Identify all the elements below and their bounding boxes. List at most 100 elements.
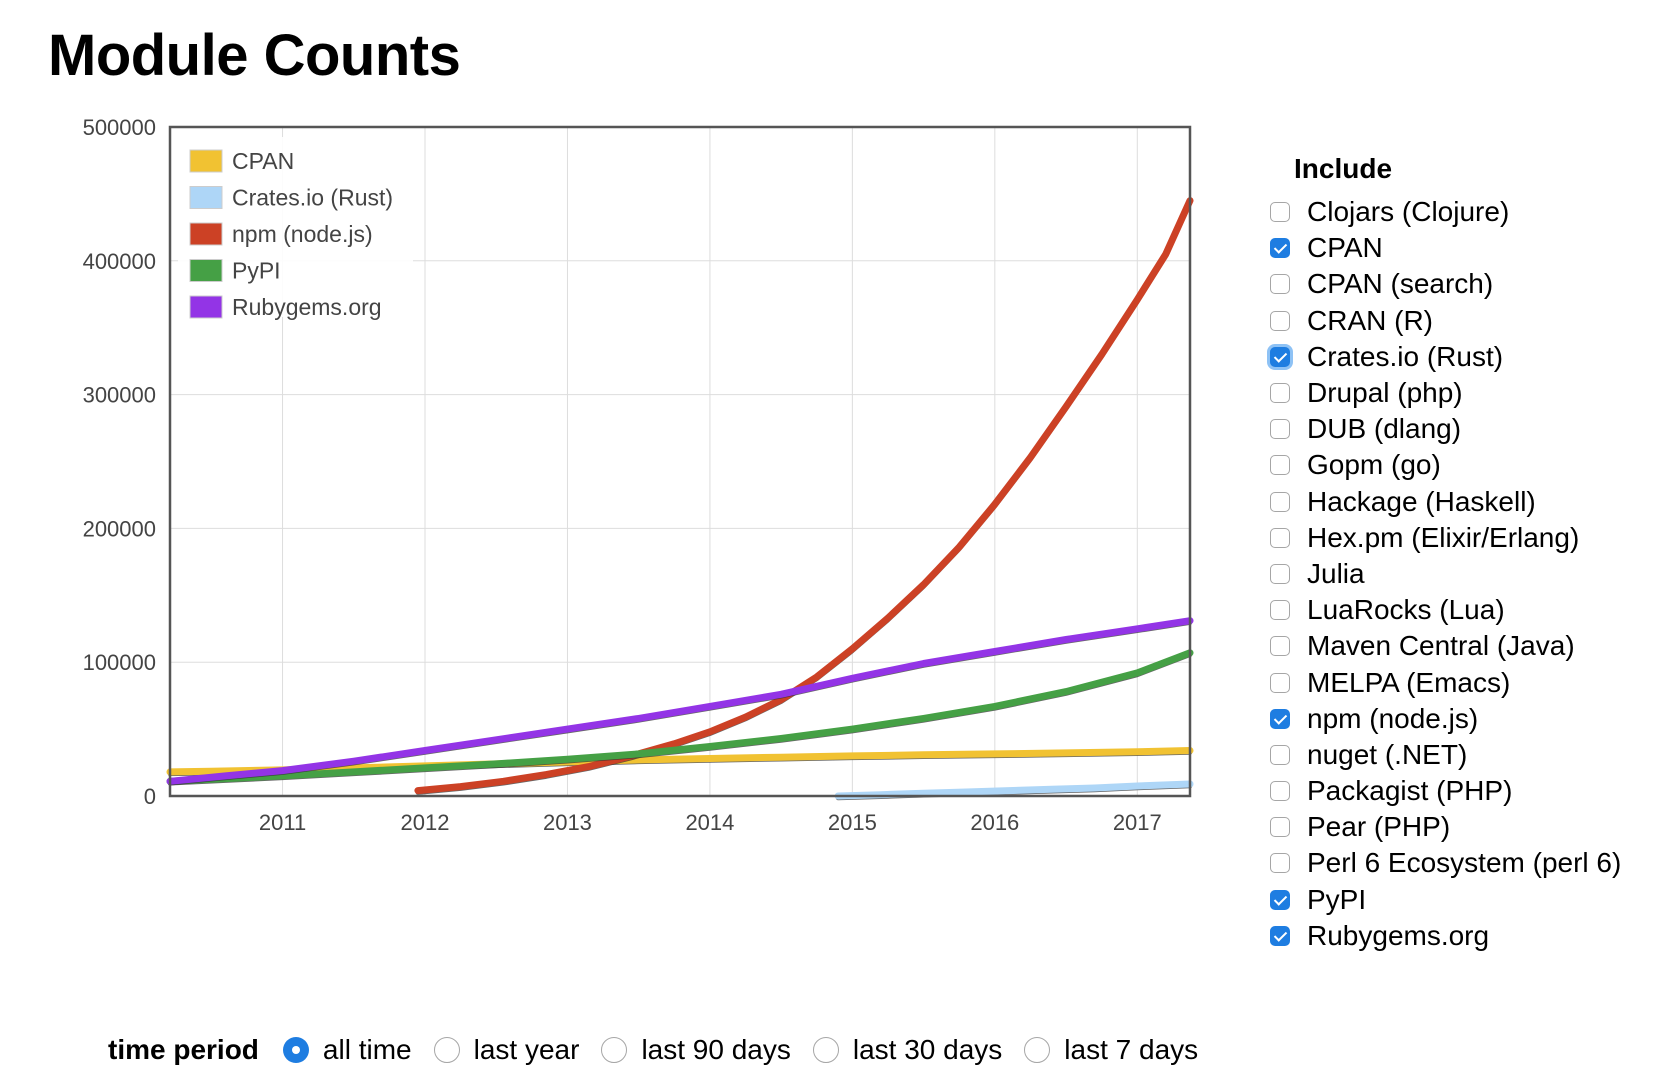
x-tick-label: 2017 [1113,810,1162,835]
include-checkbox[interactable] [1270,600,1290,621]
time-period-selector: time period all time last year last 90 day… [108,1030,1220,1070]
x-tick-label: 2015 [828,810,877,835]
x-tick-label: 2013 [543,810,592,835]
include-option-label: Hackage (Haskell) [1307,485,1536,517]
include-option-13[interactable]: MELPA (Emacs) [1270,664,1670,700]
include-option-6[interactable]: DUB (dlang) [1270,411,1670,447]
include-option-label: Perl 6 Ecosystem (perl 6) [1307,847,1622,879]
include-option-3[interactable]: CRAN (R) [1270,303,1670,339]
time-period-option-4[interactable]: last 7 days [1024,1034,1198,1066]
include-checkbox[interactable] [1270,889,1290,910]
time-period-option-1[interactable]: last year [433,1034,580,1066]
include-option-16[interactable]: Packagist (PHP) [1270,773,1670,809]
include-option-label: DUB (dlang) [1307,413,1462,445]
include-option-1[interactable]: CPAN [1270,230,1670,266]
include-option-label: Gopm (go) [1307,449,1441,481]
y-tick-label: 400000 [83,249,156,274]
include-checkbox[interactable] [1270,672,1290,693]
include-option-label: Pear (PHP) [1307,811,1451,843]
include-option-label: Hex.pm (Elixir/Erlang) [1307,521,1580,553]
include-heading: Include [1294,153,1393,184]
include-checkbox[interactable] [1270,527,1290,548]
include-option-0[interactable]: Clojars (Clojure) [1270,194,1670,230]
include-option-7[interactable]: Gopm (go) [1270,447,1670,483]
include-checkbox[interactable] [1270,636,1290,657]
time-period-option-label: last 90 days [641,1034,791,1065]
include-option-label: PyPI [1307,883,1367,915]
include-list: Clojars (Clojure) CPAN CPAN (search) CRAN (… [1270,194,1670,954]
include-option-label: Maven Central (Java) [1307,630,1575,662]
time-period-radio[interactable] [433,1037,460,1063]
include-checkbox[interactable] [1270,455,1290,476]
plot-frame [168,125,1192,798]
time-period-option-2[interactable]: last 90 days [601,1034,791,1066]
series-line-2 [414,197,1194,795]
legend-label[interactable]: npm (node.js) [232,221,373,247]
include-option-label: Crates.io (Rust) [1307,340,1504,372]
include-checkbox[interactable] [1270,817,1290,838]
include-checkbox[interactable] [1270,383,1290,404]
include-option-17[interactable]: Pear (PHP) [1270,809,1670,845]
include-checkbox[interactable] [1270,346,1290,367]
module-counts-chart: 0 100000 200000 300000 400000 500000 2011 2012… [83,115,1194,835]
include-option-20[interactable]: Rubygems.org [1270,918,1670,954]
include-checkbox[interactable] [1270,925,1290,946]
include-option-label: npm (node.js) [1307,702,1479,734]
time-period-option-label: last year [473,1034,580,1065]
x-tick-label: 2014 [685,810,734,835]
include-option-9[interactable]: Hex.pm (Elixir/Erlang) [1270,520,1670,556]
include-option-label: LuaRocks (Lua) [1307,594,1505,626]
legend-swatch [189,186,223,209]
y-tick-label: 100000 [83,650,156,675]
include-checkbox[interactable] [1270,310,1290,331]
include-checkbox[interactable] [1270,744,1290,765]
include-option-label: nuget (.NET) [1307,738,1468,770]
time-period-options: all time last year last 90 days last 30 day… [282,1034,1220,1066]
include-option-15[interactable]: nuget (.NET) [1270,737,1670,773]
time-period-radio[interactable] [1024,1037,1051,1063]
include-checkbox[interactable] [1270,238,1290,259]
legend-label[interactable]: PyPI [232,258,281,284]
x-tick-label: 2012 [401,810,450,835]
include-option-4[interactable]: Crates.io (Rust) [1270,339,1670,375]
include-option-14[interactable]: npm (node.js) [1270,701,1670,737]
legend-swatch [189,222,223,246]
legend-label[interactable]: Rubygems.org [232,294,382,320]
time-period-radio[interactable] [812,1037,839,1063]
include-checkbox[interactable] [1270,563,1290,584]
include-option-11[interactable]: LuaRocks (Lua) [1270,592,1670,628]
include-checkbox[interactable] [1270,781,1290,802]
legend-swatch [189,149,223,173]
legend-swatch [189,295,223,319]
include-option-label: CRAN (R) [1307,304,1433,336]
include-checkbox[interactable] [1270,202,1290,223]
time-period-radio[interactable] [601,1037,628,1063]
time-period-option-label: last 7 days [1064,1034,1199,1065]
include-checkbox[interactable] [1270,419,1290,440]
include-option-label: CPAN (search) [1307,268,1494,300]
include-option-18[interactable]: Perl 6 Ecosystem (perl 6) [1270,845,1670,881]
time-period-option-0[interactable]: all time [282,1034,412,1066]
include-option-12[interactable]: Maven Central (Java) [1270,628,1670,664]
include-option-2[interactable]: CPAN (search) [1270,266,1670,302]
y-tick-label: 500000 [83,115,156,140]
page-title: Module Counts [48,23,461,88]
include-option-label: Julia [1307,557,1365,589]
include-option-label: Packagist (PHP) [1307,775,1513,807]
series-line-1 [834,780,1194,800]
include-option-5[interactable]: Drupal (php) [1270,375,1670,411]
include-option-label: Drupal (php) [1307,377,1463,409]
time-period-radio[interactable] [282,1037,309,1063]
x-tick-label: 2011 [259,810,306,835]
legend-label[interactable]: Crates.io (Rust) [232,185,393,211]
time-period-option-3[interactable]: last 30 days [812,1034,1002,1066]
include-option-10[interactable]: Julia [1270,556,1670,592]
include-checkbox[interactable] [1270,708,1290,729]
include-option-8[interactable]: Hackage (Haskell) [1270,484,1670,520]
y-tick-label: 300000 [83,383,156,408]
include-checkbox[interactable] [1270,491,1290,512]
include-checkbox[interactable] [1270,274,1290,295]
include-checkbox[interactable] [1270,853,1290,874]
include-option-19[interactable]: PyPI [1270,882,1670,918]
legend-label[interactable]: CPAN [232,148,294,174]
